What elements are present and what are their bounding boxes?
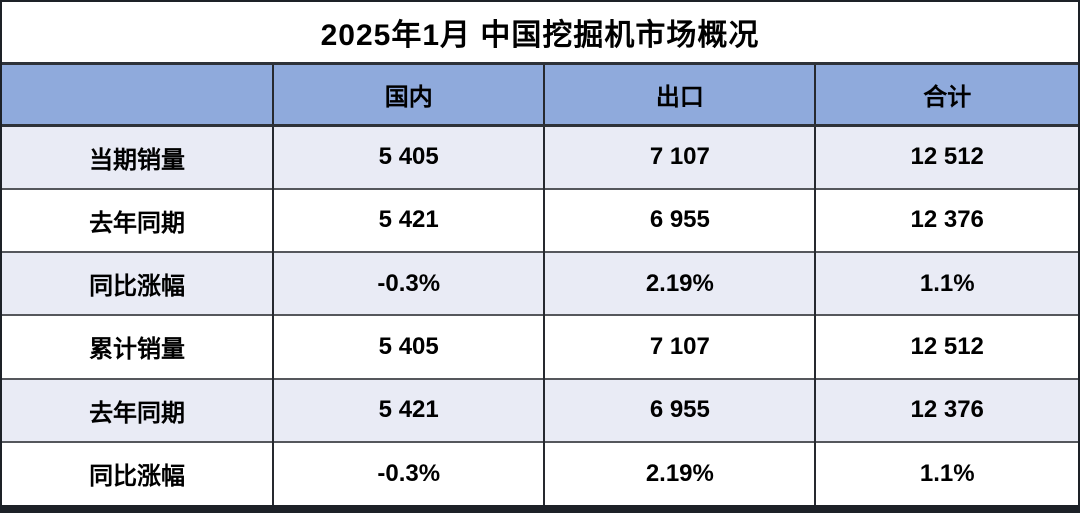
row-label: 当期销量 — [89, 146, 186, 174]
table-row: 去年同期 5 421 6 955 12 376 — [2, 188, 1078, 252]
row-label: 去年同期 — [89, 399, 186, 427]
data-cell: 2.19% — [543, 441, 816, 505]
data-cell: 12 512 — [814, 125, 1078, 189]
data-cell: 6 955 — [543, 188, 816, 252]
table-row: 去年同期 5 421 6 955 12 376 — [2, 378, 1078, 442]
column-header-total: 合计 — [814, 62, 1078, 127]
data-cell: 5 421 — [272, 188, 545, 252]
page-title: 2025年1月 中国挖掘机市场概况 — [2, 2, 1078, 62]
column-header-export: 出口 — [543, 62, 816, 127]
column-header-blank — [2, 62, 274, 127]
data-cell: 12 512 — [814, 315, 1078, 379]
row-label: 累计销量 — [89, 336, 186, 364]
row-label: 同比涨幅 — [89, 273, 186, 301]
data-cell: 12 376 — [814, 188, 1078, 252]
data-cell: 7 107 — [543, 125, 816, 189]
data-cell: 6 955 — [543, 378, 816, 442]
data-cell: 12 376 — [814, 378, 1078, 442]
data-cell: 7 107 — [543, 315, 816, 379]
row-label: 去年同期 — [89, 209, 186, 237]
table-row: 同比涨幅 -0.3% 2.19% 1.1% — [2, 252, 1078, 316]
data-cell: 1.1% — [814, 252, 1078, 316]
column-header-domestic: 国内 — [272, 62, 545, 127]
data-cell: -0.3% — [272, 252, 545, 316]
market-overview-table: 国内 出口 合计 当期销量 5 405 7 107 12 512 去年同期 5 … — [2, 62, 1078, 505]
table-row: 同比涨幅 -0.3% 2.19% 1.1% — [2, 441, 1078, 505]
table-row: 累计销量 5 405 7 107 12 512 — [2, 315, 1078, 379]
data-cell: -0.3% — [272, 441, 545, 505]
data-cell: 1.1% — [814, 441, 1078, 505]
header-row: 国内 出口 合计 — [2, 62, 1078, 127]
table-row: 当期销量 5 405 7 107 12 512 — [2, 125, 1078, 189]
data-cell: 5 405 — [272, 125, 545, 189]
data-cell: 5 421 — [272, 378, 545, 442]
row-label: 同比涨幅 — [89, 463, 186, 491]
data-cell: 2.19% — [543, 252, 816, 316]
data-cell: 5 405 — [272, 315, 545, 379]
